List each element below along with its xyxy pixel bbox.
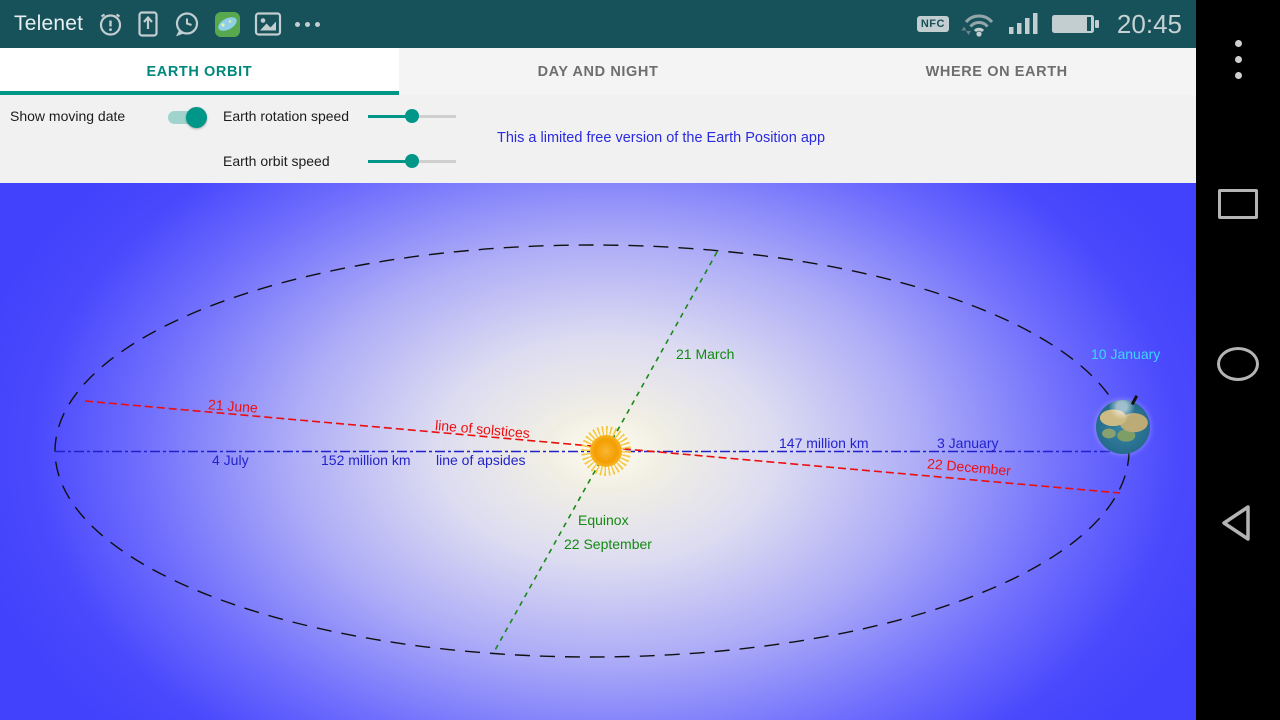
nfc-badge: NFC bbox=[916, 16, 949, 32]
rotation-speed-slider[interactable] bbox=[368, 108, 456, 124]
tab-day-and-night[interactable]: DAY AND NIGHT bbox=[537, 63, 659, 80]
back-button[interactable] bbox=[1218, 503, 1258, 548]
menu-dots-icon[interactable] bbox=[1234, 40, 1242, 79]
rotation-speed-label: Earth rotation speed bbox=[223, 108, 350, 124]
tab-bar: EARTH ORBIT DAY AND NIGHT WHERE ON EARTH bbox=[0, 48, 1196, 95]
tab-where-on-earth[interactable]: WHERE ON EARTH bbox=[925, 63, 1068, 80]
label-21-june: 21 June bbox=[207, 396, 259, 416]
orbit-diagram: 21 June line of solstices 4 July 152 mil… bbox=[0, 183, 1196, 720]
notification-icons bbox=[97, 10, 321, 39]
map-app-icon bbox=[214, 11, 241, 38]
gallery-icon bbox=[254, 11, 282, 37]
label-152-million-km: 152 million km bbox=[321, 452, 411, 468]
label-22-september: 22 September bbox=[564, 536, 652, 552]
status-bar: Telenet bbox=[0, 0, 1196, 48]
android-nav-bar bbox=[1196, 0, 1280, 720]
label-3-january: 3 January bbox=[937, 435, 999, 451]
active-tab-indicator bbox=[0, 91, 399, 95]
rotation-slider-thumb[interactable] bbox=[405, 109, 419, 123]
recents-button[interactable] bbox=[1218, 189, 1258, 219]
home-button[interactable] bbox=[1217, 347, 1259, 381]
battery-icon bbox=[1050, 11, 1102, 37]
sun-core bbox=[590, 435, 622, 467]
orbit-speed-slider[interactable] bbox=[368, 153, 456, 169]
equinox-line bbox=[493, 251, 718, 653]
label-moving-date: 10 January bbox=[1091, 346, 1161, 362]
overflow-dots-icon bbox=[295, 21, 321, 27]
show-moving-date-toggle[interactable] bbox=[168, 107, 207, 128]
alarm-warning-icon bbox=[97, 11, 124, 38]
earth-position-app: Telenet bbox=[0, 0, 1196, 720]
show-moving-date-label: Show moving date bbox=[10, 108, 126, 124]
tab-earth-orbit[interactable]: EARTH ORBIT bbox=[0, 48, 399, 95]
carrier-label: Telenet bbox=[14, 12, 84, 35]
controls-panel: Show moving date Earth rotation speed Ea… bbox=[0, 95, 1196, 183]
free-version-notice: This a limited free version of the Earth… bbox=[497, 130, 826, 146]
status-clock: 20:45 bbox=[1116, 8, 1182, 39]
system-status-icons: NFC bbox=[916, 8, 1182, 40]
toggle-thumb[interactable] bbox=[186, 107, 207, 128]
label-equinox: Equinox bbox=[578, 512, 629, 528]
label-4-july: 4 July bbox=[212, 452, 249, 468]
wifi-icon bbox=[960, 10, 996, 38]
label-line-of-apsides: line of apsides bbox=[436, 452, 526, 468]
orbit-speed-label: Earth orbit speed bbox=[223, 153, 330, 169]
signal-bars-icon bbox=[1007, 11, 1039, 37]
earth[interactable] bbox=[1096, 394, 1150, 454]
label-147-million-km: 147 million km bbox=[779, 435, 869, 451]
sd-upload-icon bbox=[137, 10, 159, 38]
orbit-slider-thumb[interactable] bbox=[405, 154, 419, 168]
chat-clock-icon bbox=[172, 10, 201, 39]
sun bbox=[581, 426, 631, 476]
label-21-march: 21 March bbox=[676, 346, 735, 362]
